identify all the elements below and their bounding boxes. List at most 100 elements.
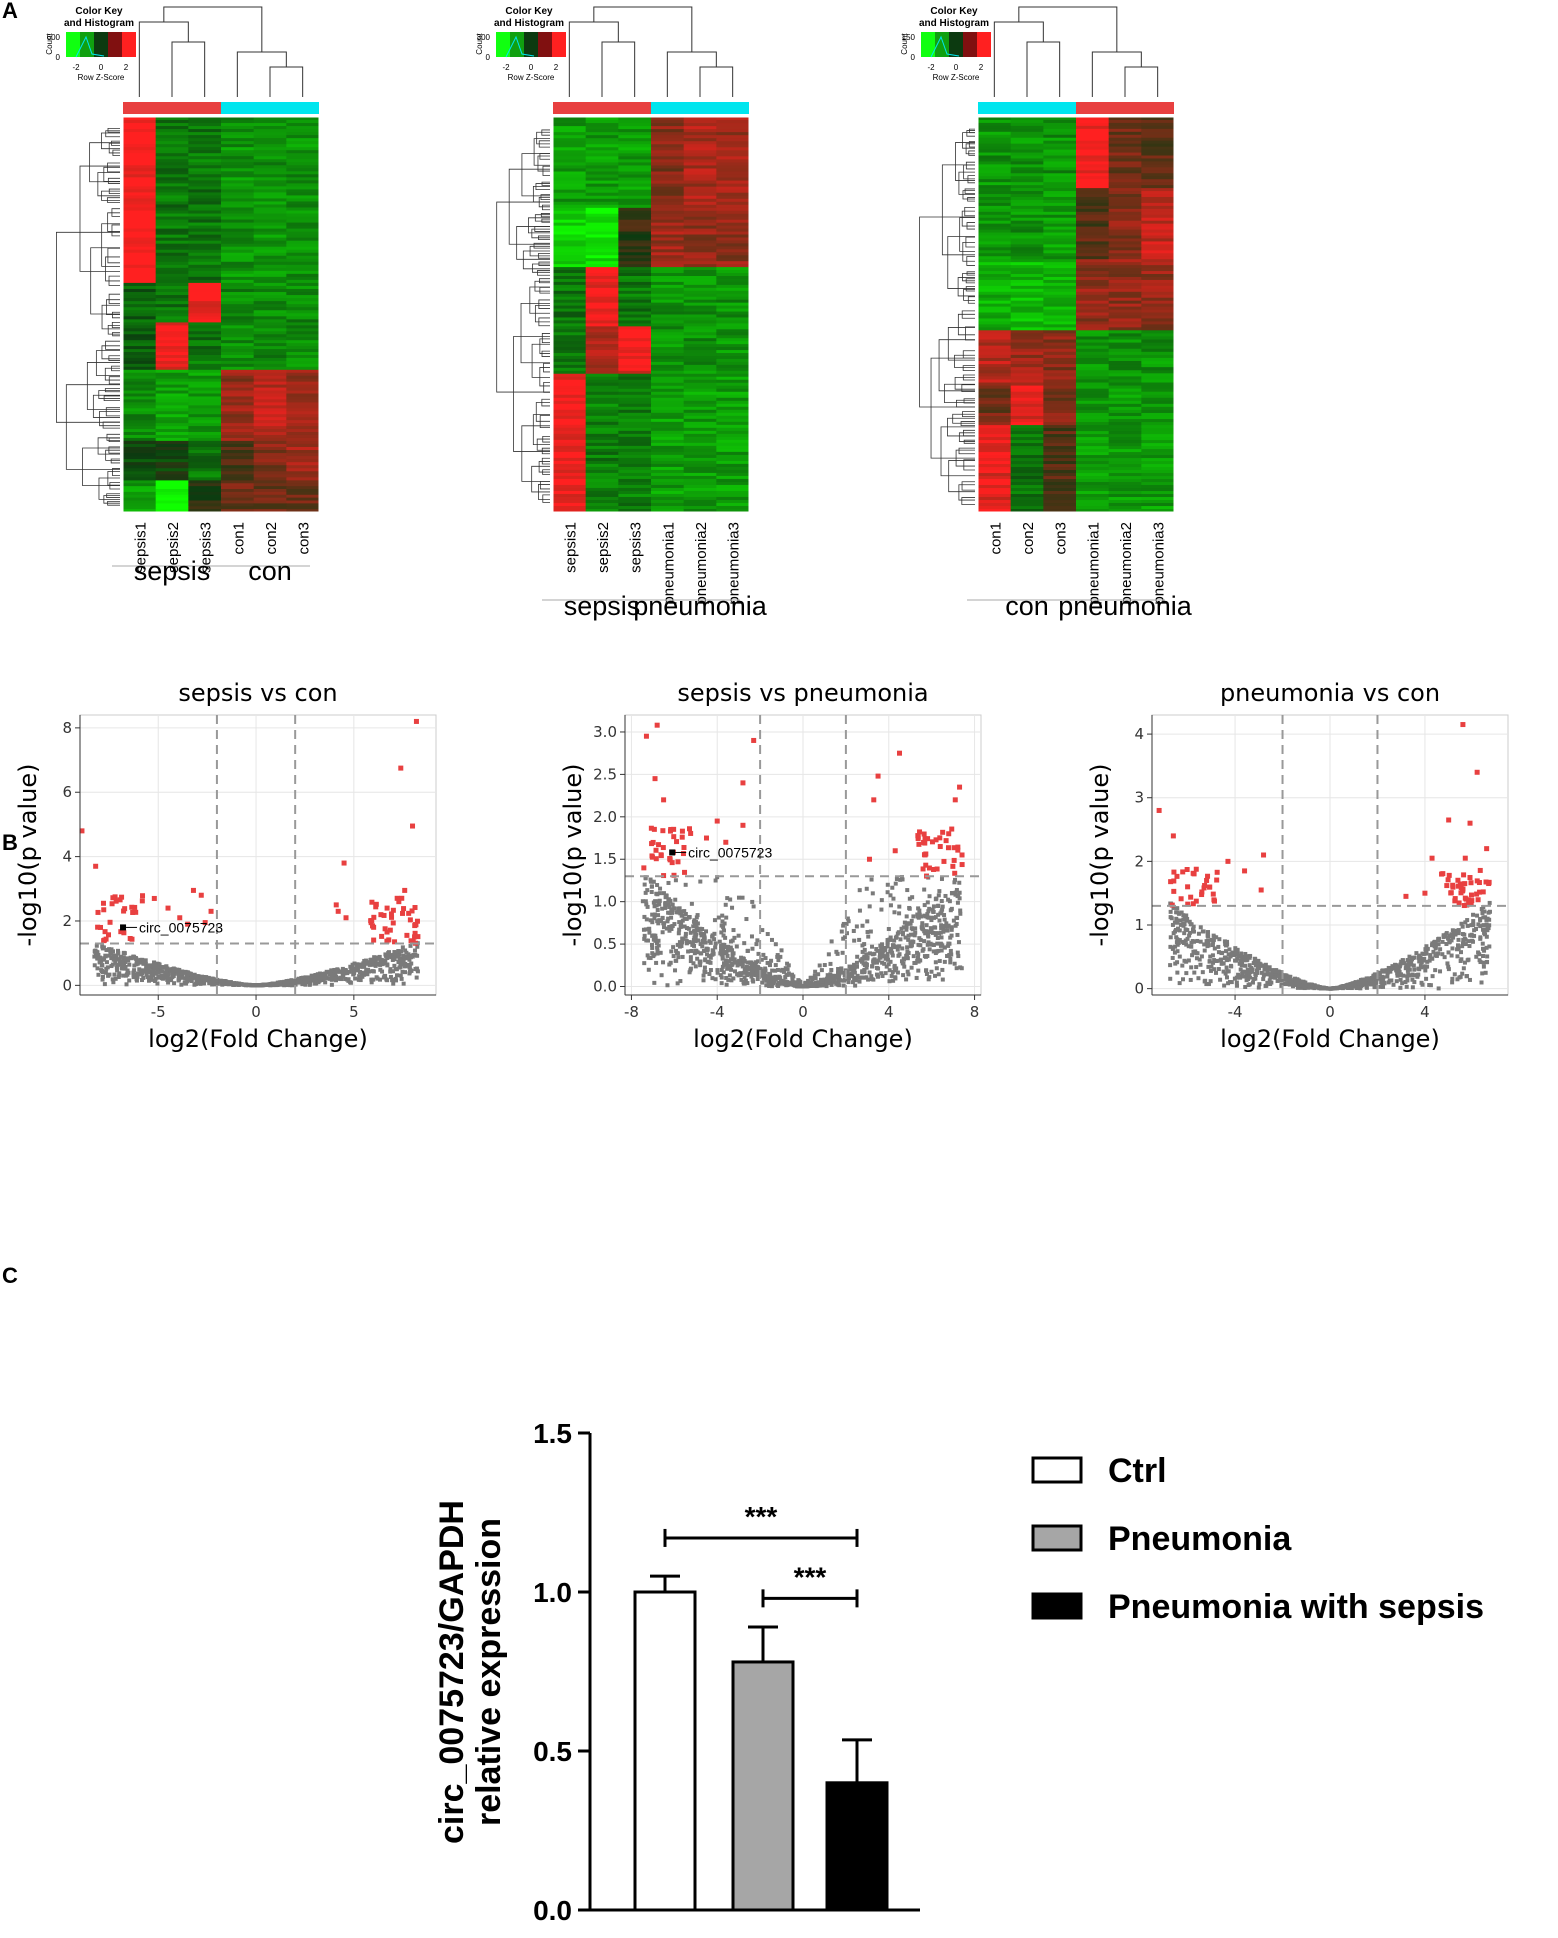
heatmap-cell <box>221 503 255 507</box>
heatmap-cell <box>618 165 652 169</box>
heatmap-cell <box>553 273 587 277</box>
gray-point <box>852 938 857 943</box>
heatmap-cell <box>1010 391 1044 396</box>
heatmap-cell <box>253 120 287 124</box>
heatmap-cell <box>188 298 222 302</box>
heatmap-cell <box>253 497 287 502</box>
heatmap-cell <box>978 452 1012 456</box>
gray-point <box>816 980 821 985</box>
gray-point <box>289 982 294 987</box>
heatmap-cell <box>188 159 222 163</box>
gray-point <box>719 943 724 948</box>
red-point <box>382 926 388 932</box>
heatmap-cell <box>585 201 619 206</box>
heatmap-cell <box>1010 306 1044 311</box>
heatmap-cell <box>716 246 750 250</box>
heatmap-cell <box>1076 455 1110 459</box>
red-point <box>921 831 927 837</box>
heatmap-cell <box>618 487 652 492</box>
heatmap-cell <box>286 453 320 457</box>
dendrogram-branch <box>542 494 550 503</box>
gray-point <box>135 975 140 980</box>
heatmap-cell <box>585 210 619 215</box>
heatmap-cell <box>585 412 619 417</box>
heatmap-cell <box>1108 379 1142 384</box>
gray-point <box>199 979 204 984</box>
heatmap-cell <box>221 120 255 124</box>
heatmap-cell <box>683 412 717 417</box>
heatmap-cell <box>651 189 685 194</box>
heatmap-cell <box>683 171 717 176</box>
heatmap-cell <box>188 322 222 326</box>
heatmap-cell <box>286 489 320 493</box>
heatmap-cell <box>683 240 717 244</box>
x-tick-label: 5 <box>349 1003 359 1021</box>
heatmap-cell <box>1141 182 1175 186</box>
red-point <box>669 860 675 866</box>
heatmap-cell <box>1010 324 1044 328</box>
x-tick-label: 4 <box>884 1003 894 1021</box>
heatmap-cell <box>1043 351 1077 356</box>
heatmap-cell <box>1141 494 1175 498</box>
heatmap-cell <box>683 198 717 203</box>
gray-point <box>293 982 298 987</box>
heatmap-cell <box>1043 149 1077 154</box>
heatmap-cell <box>651 210 685 215</box>
heatmap-cell <box>553 499 587 504</box>
heatmap-cell <box>553 240 587 244</box>
dendrogram-branch <box>103 166 120 182</box>
heatmap-cell <box>683 490 717 495</box>
heatmap-cell <box>286 384 320 389</box>
heatmap-cell <box>286 402 320 406</box>
heatmap-cell <box>683 436 717 441</box>
heatmap-cell <box>683 210 717 215</box>
heatmap-cell <box>123 393 157 397</box>
gray-point <box>689 948 694 953</box>
red-point <box>140 893 146 899</box>
heatmap-cell <box>1010 339 1044 344</box>
heatmap-cell <box>585 213 619 218</box>
heatmap-cell <box>286 310 320 314</box>
heatmap-cell <box>1076 431 1110 435</box>
heatmap-cell <box>253 153 287 157</box>
gray-point <box>760 968 765 973</box>
heatmap-cell <box>1043 409 1077 414</box>
heatmap-cell <box>1076 467 1110 471</box>
gray-point <box>365 960 370 965</box>
heatmap-cell <box>1010 131 1044 136</box>
gray-point <box>739 971 744 976</box>
gray-point <box>707 971 712 976</box>
heatmap-cell <box>553 400 587 405</box>
heatmap-cell <box>683 222 717 227</box>
gray-point <box>934 931 939 936</box>
heatmap-cell <box>716 123 750 127</box>
heatmap-cell <box>1141 256 1175 260</box>
heatmap-cell <box>1043 250 1077 254</box>
heatmap-cell <box>1010 137 1044 142</box>
heatmap-cell <box>155 171 189 175</box>
heatmap-cell <box>683 299 717 304</box>
gray-point <box>655 919 660 924</box>
heatmap-cell <box>1108 285 1142 290</box>
heatmap-cell <box>221 198 255 202</box>
heatmap-cell <box>651 132 685 136</box>
heatmap-cell <box>286 509 320 513</box>
heatmap-cell <box>253 174 287 178</box>
heatmap-cell <box>585 451 619 456</box>
heatmap-cell <box>1010 464 1044 468</box>
gray-point <box>922 929 927 934</box>
heatmap-cell <box>1010 191 1044 195</box>
heatmap-cell <box>123 261 157 266</box>
red-point <box>955 844 961 850</box>
heatmap-cell <box>1108 294 1142 299</box>
heatmap-cell <box>716 487 750 492</box>
heatmap-cell <box>716 192 750 197</box>
heatmap-cell <box>155 258 189 263</box>
dendrogram-branch <box>543 382 550 393</box>
heatmap-cell <box>585 335 619 339</box>
heatmap-cell <box>1076 282 1110 287</box>
heatmap-cell <box>1076 437 1110 441</box>
heatmap-cell <box>1010 173 1044 177</box>
heatmap-cell <box>618 273 652 277</box>
heatmap-cell <box>155 337 189 341</box>
